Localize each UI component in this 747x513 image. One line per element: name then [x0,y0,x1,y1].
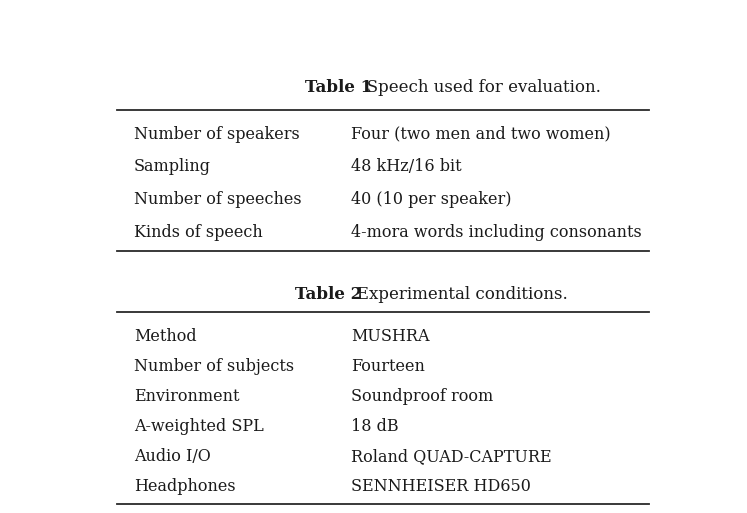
Text: Number of subjects: Number of subjects [134,358,294,375]
Text: Number of speeches: Number of speeches [134,191,302,208]
Text: 40 (10 per speaker): 40 (10 per speaker) [351,191,512,208]
Text: A-weighted SPL: A-weighted SPL [134,418,264,435]
Text: Method: Method [134,328,196,345]
Text: Four (two men and two women): Four (two men and two women) [351,126,610,143]
Text: Number of speakers: Number of speakers [134,126,300,143]
Text: Headphones: Headphones [134,478,235,495]
Text: Table 2: Table 2 [295,286,362,303]
Text: 48 kHz/16 bit: 48 kHz/16 bit [351,159,462,175]
Text: Experimental conditions.: Experimental conditions. [341,286,568,303]
Text: Environment: Environment [134,388,239,405]
Text: 18 dB: 18 dB [351,418,399,435]
Text: Kinds of speech: Kinds of speech [134,224,263,241]
Text: SENNHEISER HD650: SENNHEISER HD650 [351,478,531,495]
Text: Speech used for evaluation.: Speech used for evaluation. [351,80,601,96]
Text: 4-mora words including consonants: 4-mora words including consonants [351,224,642,241]
Text: Sampling: Sampling [134,159,211,175]
Text: MUSHRA: MUSHRA [351,328,430,345]
Text: Fourteen: Fourteen [351,358,425,375]
Text: Roland QUAD-CAPTURE: Roland QUAD-CAPTURE [351,448,551,465]
Text: Table 1: Table 1 [305,80,372,96]
Text: Audio I/O: Audio I/O [134,448,211,465]
Text: Soundproof room: Soundproof room [351,388,493,405]
